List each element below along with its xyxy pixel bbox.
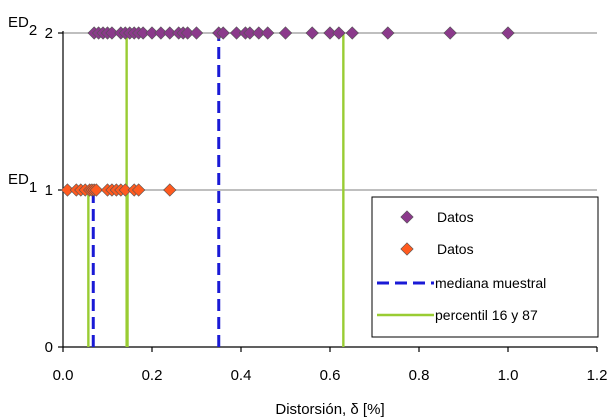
y-tick-label: 2 bbox=[45, 25, 53, 42]
data-point-ed1 bbox=[89, 183, 103, 197]
x-tick-label: 1.0 bbox=[498, 367, 519, 384]
data-point-ed2 bbox=[345, 26, 359, 40]
damage-state-labels: ED1 ED2 bbox=[8, 14, 37, 196]
data-markers bbox=[60, 26, 515, 197]
x-tick-label: 0.6 bbox=[320, 367, 341, 384]
data-point-ed2 bbox=[105, 26, 119, 40]
data-point-ed1 bbox=[132, 183, 146, 197]
x-tick-label: 1.2 bbox=[587, 367, 608, 384]
damage-state-label: ED1 bbox=[8, 171, 37, 196]
data-point-ed1 bbox=[118, 183, 132, 197]
y-tick-label: 0 bbox=[45, 339, 53, 356]
data-point-ed2 bbox=[381, 26, 395, 40]
data-point-ed2 bbox=[145, 26, 159, 40]
x-axis-label: Distorsión, δ [%] bbox=[275, 401, 384, 418]
data-point-ed2 bbox=[243, 26, 257, 40]
legend: Datos Datos mediana muestral percentil 16 y… bbox=[371, 196, 599, 338]
y-tick-label: 1 bbox=[45, 182, 53, 199]
data-point-ed2 bbox=[229, 26, 244, 40]
x-tick-label: 0.8 bbox=[409, 367, 430, 384]
legend-label: Datos bbox=[437, 241, 474, 257]
legend-swatch bbox=[400, 242, 414, 256]
data-point-ed2 bbox=[501, 26, 515, 40]
legend-swatch bbox=[400, 210, 414, 224]
data-point-ed1 bbox=[163, 183, 177, 197]
data-point-ed2 bbox=[252, 26, 266, 40]
data-point-ed2 bbox=[443, 26, 457, 40]
x-tick-label: 0.4 bbox=[231, 367, 252, 384]
gridlines bbox=[63, 32, 597, 191]
data-point-ed2 bbox=[323, 26, 337, 40]
data-point-ed2 bbox=[216, 26, 230, 40]
tick-labels: 0.0 0.2 0.4 0.6 0.8 1.0 1.2 0 1 2 bbox=[45, 25, 608, 384]
data-point-ed2 bbox=[332, 26, 346, 40]
damage-state-label: ED2 bbox=[8, 14, 37, 39]
data-point-ed2 bbox=[163, 26, 177, 40]
data-point-ed2 bbox=[189, 26, 204, 40]
data-point-ed2 bbox=[278, 26, 293, 40]
data-point-ed2 bbox=[261, 26, 275, 40]
data-point-ed1 bbox=[60, 183, 75, 197]
data-point-ed2 bbox=[305, 26, 319, 40]
data-point-ed2 bbox=[136, 26, 150, 40]
data-point-ed2 bbox=[154, 26, 168, 40]
x-tick-label: 0.0 bbox=[53, 367, 74, 384]
legend-label: mediana muestral bbox=[435, 275, 546, 291]
x-tick-label: 0.2 bbox=[142, 367, 163, 384]
legend-label: percentil 16 y 87 bbox=[435, 307, 538, 323]
legend-label: Datos bbox=[437, 209, 474, 225]
data-point-ed2 bbox=[180, 26, 195, 40]
